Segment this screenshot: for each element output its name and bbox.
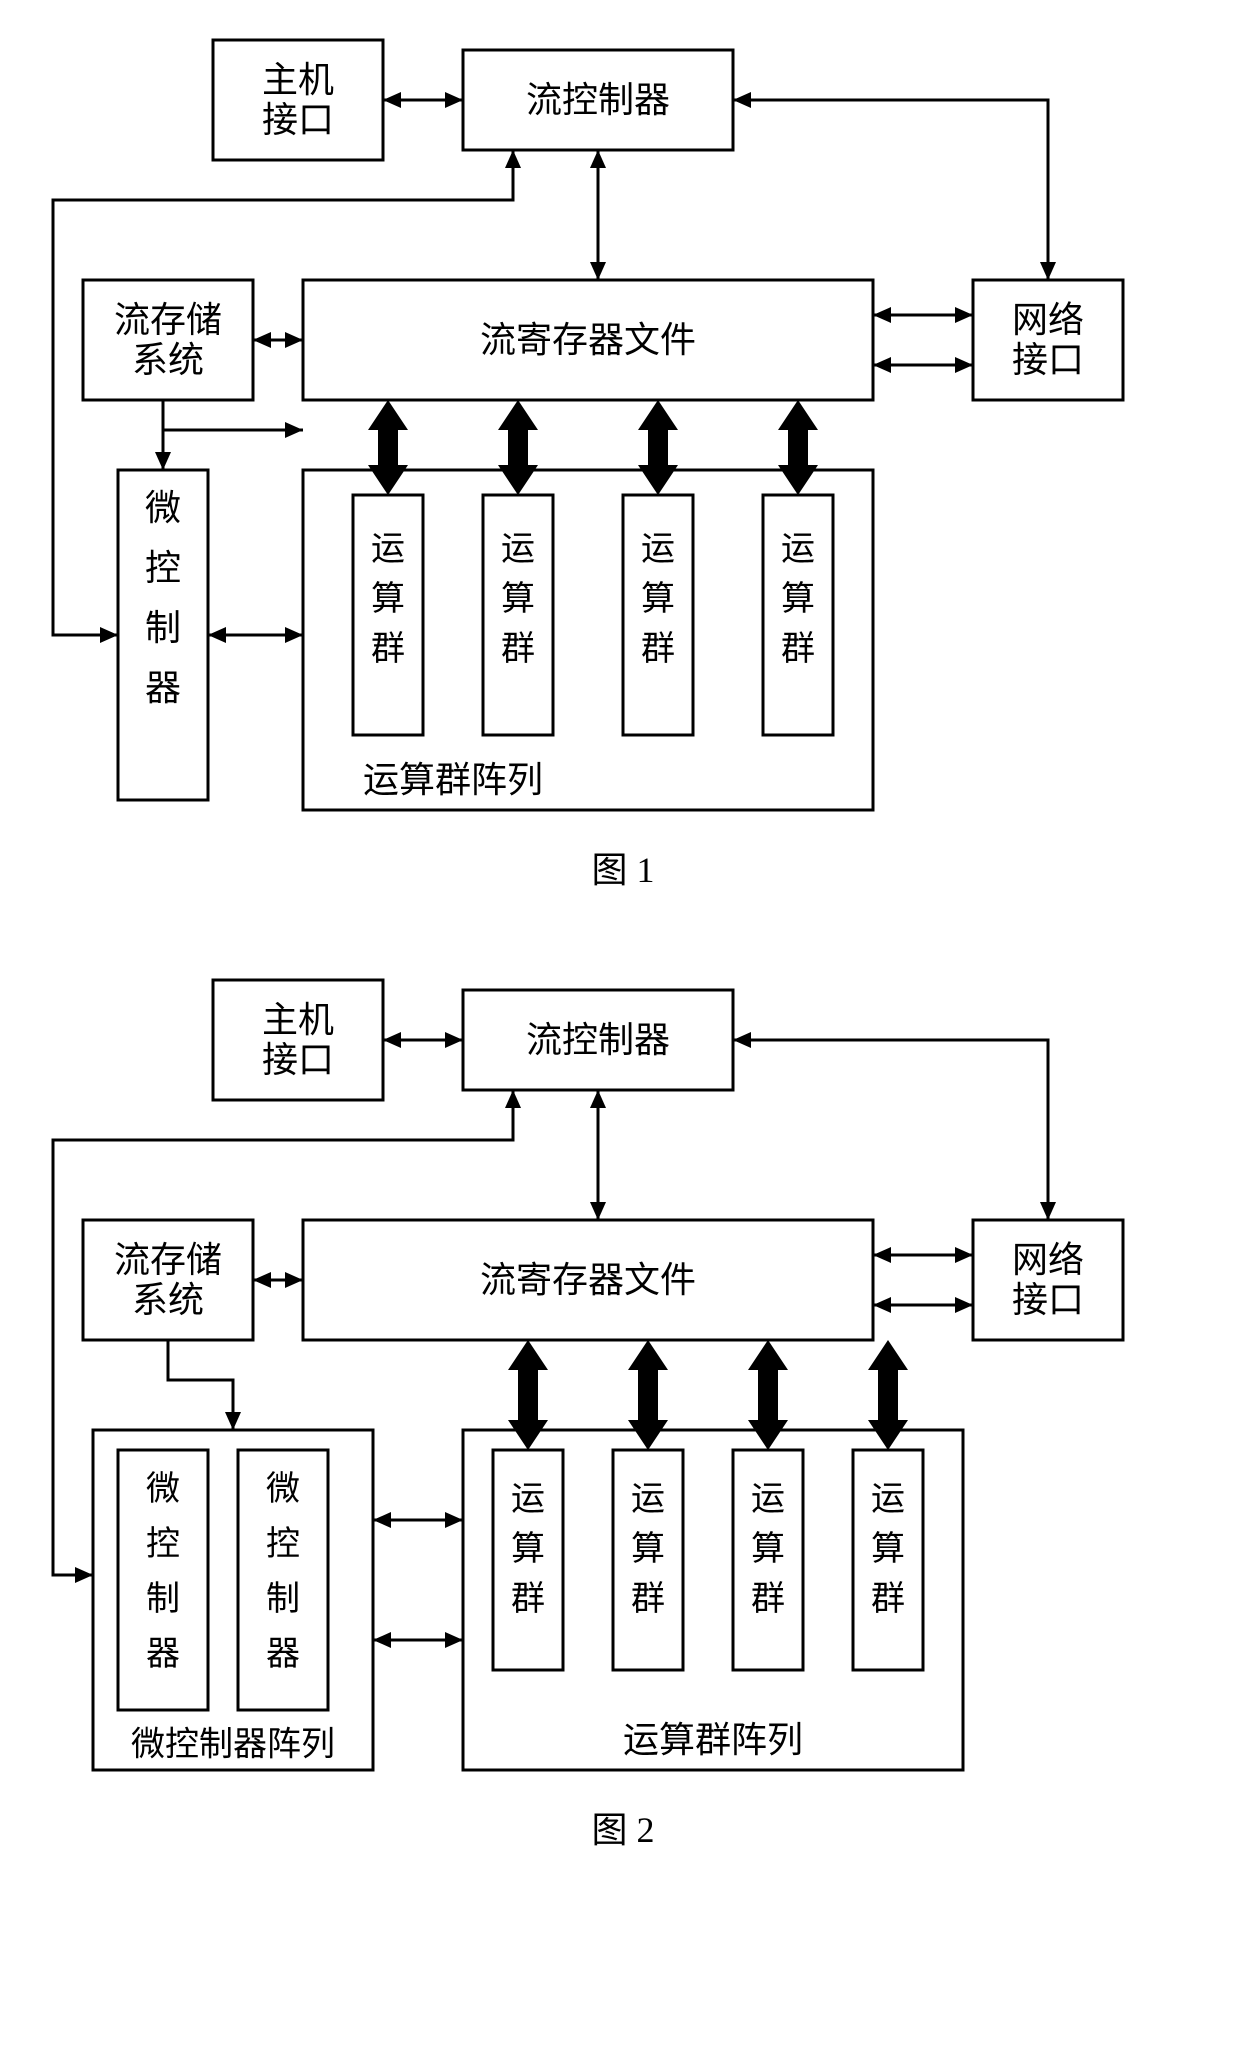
fig2-streamstore-label1: 流存储	[114, 1240, 222, 1280]
svg-text:运: 运	[371, 531, 405, 568]
fig1-microctrl-c1: 微	[145, 488, 181, 528]
fig1-arrow-regfile-net1	[873, 307, 973, 323]
svg-text:器: 器	[266, 1636, 300, 1673]
fig2-microarray-label: 微控制器阵列	[131, 1726, 335, 1764]
fig2-arrow-store-regfile	[253, 1272, 303, 1288]
fig1-regfile-label: 流寄存器文件	[480, 320, 696, 360]
svg-text:算: 算	[641, 580, 675, 618]
svg-text:算: 算	[871, 1530, 905, 1568]
fig1-arrow-flow-regfile	[590, 150, 606, 280]
svg-text:运: 运	[751, 1481, 785, 1518]
svg-text:群: 群	[511, 1580, 545, 1618]
fig1-clusterarray-label: 运算群阵列	[363, 760, 543, 800]
svg-text:运: 运	[511, 1481, 545, 1518]
svg-text:群: 群	[371, 630, 405, 668]
fig2-arrow-host-flow	[383, 1032, 463, 1048]
fig2-cluster-1: 运 算 群	[613, 1450, 683, 1670]
svg-text:群: 群	[871, 1580, 905, 1618]
fig1-arrow-regfile-net2	[873, 357, 973, 373]
svg-text:群: 群	[781, 630, 815, 668]
fig2-arrow-flow-regfile	[590, 1090, 606, 1220]
fig2-cluster-0: 运 算 群	[493, 1450, 563, 1670]
fig2-caption: 图 2	[591, 1810, 654, 1850]
fig2-flowctrl-label: 流控制器	[526, 1020, 670, 1060]
fig1-cluster-1: 运 算 群	[483, 495, 553, 735]
fig2-arrow-micro-cluster1	[373, 1512, 463, 1528]
svg-text:制: 制	[266, 1581, 300, 1618]
svg-text:算: 算	[501, 580, 535, 618]
fig2-cluster-3: 运 算 群	[853, 1450, 923, 1670]
fig2-arrow-regfile-net1	[873, 1247, 973, 1263]
fig2-clusterarray-label: 运算群阵列	[623, 1720, 803, 1760]
svg-text:群: 群	[501, 630, 535, 668]
fig2-arrow-regfile-net2	[873, 1297, 973, 1313]
svg-text:算: 算	[781, 580, 815, 618]
svg-text:制: 制	[146, 1581, 180, 1618]
fig1-arrow-flow-net	[733, 92, 1056, 280]
svg-text:运: 运	[501, 531, 535, 568]
svg-text:运: 运	[631, 1481, 665, 1518]
fig1-cluster-2: 运 算 群	[623, 495, 693, 735]
svg-text:运: 运	[781, 531, 815, 568]
svg-text:算: 算	[371, 580, 405, 618]
svg-text:算: 算	[751, 1530, 785, 1568]
svg-text:微: 微	[146, 1470, 180, 1508]
fig1-arrow-store-regfile	[253, 332, 303, 348]
fig1-flowctrl-label: 流控制器	[526, 80, 670, 120]
fig1-streamstore-label2: 系统	[132, 340, 204, 380]
svg-text:算: 算	[631, 1530, 665, 1568]
fig1-arrow-host-flow	[383, 92, 463, 108]
svg-text:群: 群	[641, 630, 675, 668]
fig1-microctrl-c3: 制	[145, 608, 181, 648]
svg-text:控: 控	[146, 1525, 180, 1563]
fig2-microctrl-1: 微 控 制 器	[238, 1450, 328, 1710]
svg-text:群: 群	[751, 1580, 785, 1618]
fig1-netif-label1: 网络	[1012, 300, 1084, 340]
figure-1: 主机 接口 流控制器 流存储 系统 流寄存器文件 网络 接口 微 控 制 器 运…	[23, 20, 1223, 920]
fig1-host-if-label: 主机	[262, 60, 334, 100]
svg-text:算: 算	[511, 1530, 545, 1568]
fig2-streamstore-label2: 系统	[132, 1280, 204, 1320]
fig2-host-if-label1: 主机	[262, 1000, 334, 1040]
figure-2: 主机 接口 流控制器 流存储 系统 流寄存器文件 网络 接口 微控制器阵列 微 …	[23, 960, 1223, 1860]
fig2-netif-label1: 网络	[1012, 1240, 1084, 1280]
fig1-netif-label2: 接口	[1012, 340, 1084, 380]
svg-text:运: 运	[871, 1481, 905, 1518]
fig2-arrow-micro-cluster2	[373, 1632, 463, 1648]
fig2-arrow-store-micro	[168, 1340, 241, 1430]
svg-text:微: 微	[266, 1470, 300, 1508]
fig1-arrow-store-micro	[155, 400, 303, 470]
fig2-netif-label2: 接口	[1012, 1280, 1084, 1320]
svg-text:群: 群	[631, 1580, 665, 1618]
fig2-cluster-2: 运 算 群	[733, 1450, 803, 1670]
fig1-microctrl-c4: 器	[145, 668, 181, 708]
fig1-arrow-micro-cluster	[208, 627, 303, 643]
fig1-microctrl-c2: 控	[145, 548, 181, 588]
fig1-cluster-3: 运 算 群	[763, 495, 833, 735]
fig2-arrow-flow-net	[733, 1032, 1056, 1220]
fig2-microctrl-0: 微 控 制 器	[118, 1450, 208, 1710]
svg-text:运: 运	[641, 531, 675, 568]
fig2-regfile-label: 流寄存器文件	[480, 1260, 696, 1300]
fig1-streamstore-label1: 流存储	[114, 300, 222, 340]
fig1-host-if-label2: 接口	[262, 100, 334, 140]
svg-text:控: 控	[266, 1525, 300, 1563]
fig1-cluster-0: 运 算 群	[353, 495, 423, 735]
fig2-host-if-label2: 接口	[262, 1040, 334, 1080]
svg-text:器: 器	[146, 1636, 180, 1673]
fig1-caption: 图 1	[591, 850, 654, 890]
page-container: 主机 接口 流控制器 流存储 系统 流寄存器文件 网络 接口 微 控 制 器 运…	[23, 20, 1223, 1860]
